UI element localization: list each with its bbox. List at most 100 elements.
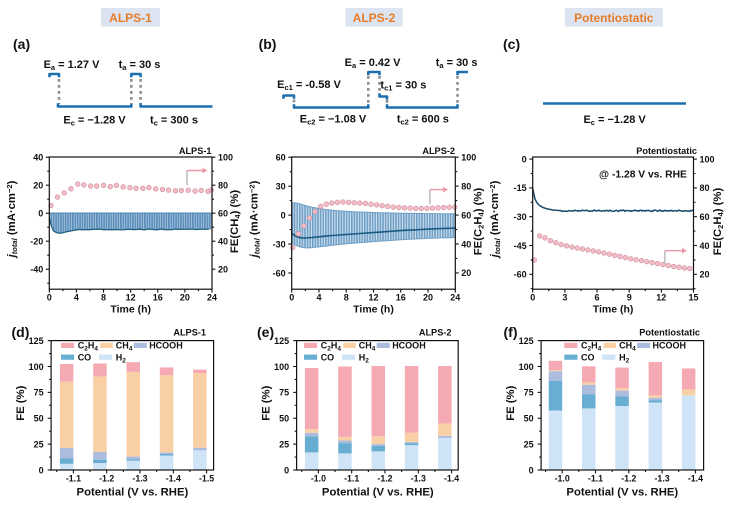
svg-text:8: 8 (344, 293, 349, 303)
svg-text:4: 4 (316, 293, 321, 303)
svg-text:20: 20 (423, 293, 433, 303)
svg-text:25: 25 (524, 439, 534, 449)
svg-text:(c): (c) (503, 36, 520, 52)
svg-text:-30: -30 (514, 212, 527, 222)
svg-text:Potential (V vs. RHE): Potential (V vs. RHE) (77, 487, 189, 499)
svg-text:Time (h): Time (h) (353, 303, 394, 315)
svg-text:100: 100 (274, 362, 289, 372)
svg-text:ALPS-2: ALPS-2 (353, 11, 396, 25)
svg-text:20: 20 (180, 293, 190, 303)
svg-text:80: 80 (461, 181, 471, 191)
svg-text:Time (h): Time (h) (110, 303, 151, 315)
svg-text:ALPS-1: ALPS-1 (179, 146, 212, 156)
svg-text:20: 20 (33, 181, 43, 191)
svg-text:(b): (b) (259, 36, 277, 52)
svg-text:Potentiostatic: Potentiostatic (574, 11, 654, 25)
svg-text:-60: -60 (514, 270, 527, 280)
svg-text:60: 60 (700, 212, 710, 222)
svg-text:ta = 30 s: ta = 30 s (119, 59, 161, 72)
svg-text:100: 100 (461, 153, 476, 163)
svg-text:75: 75 (34, 388, 44, 398)
svg-text:80: 80 (218, 181, 228, 191)
svg-text:CH4: CH4 (619, 341, 636, 353)
svg-text:C2H4: C2H4 (581, 341, 602, 353)
svg-text:HCOOH: HCOOH (653, 341, 687, 351)
svg-text:0: 0 (530, 293, 535, 303)
svg-text:0: 0 (529, 465, 534, 475)
svg-text:FE(C2H4) (%): FE(C2H4) (%) (712, 188, 725, 256)
svg-text:FE (%): FE (%) (261, 385, 273, 420)
svg-text:40: 40 (218, 237, 228, 247)
svg-text:Ec = −1.28 V: Ec = −1.28 V (583, 114, 646, 127)
svg-text:50: 50 (524, 414, 534, 424)
svg-text:-1.5: -1.5 (199, 474, 214, 484)
svg-text:CO: CO (321, 353, 335, 363)
svg-text:Ec = −1.28 V: Ec = −1.28 V (63, 115, 126, 128)
svg-text:Potential (V vs. RHE): Potential (V vs. RHE) (322, 487, 434, 499)
svg-text:60: 60 (461, 210, 471, 220)
svg-text:ALPS-2: ALPS-2 (419, 328, 452, 338)
svg-text:0: 0 (39, 465, 44, 475)
svg-text:C2H4: C2H4 (321, 341, 342, 353)
svg-text:40: 40 (461, 239, 471, 249)
svg-text:-1.2: -1.2 (99, 474, 114, 484)
svg-text:(e): (e) (257, 324, 274, 340)
svg-text:FE(C2H4) (%): FE(C2H4) (%) (473, 188, 486, 256)
svg-text:60: 60 (218, 209, 228, 219)
svg-text:Ec1 = -0.58 V: Ec1 = -0.58 V (277, 79, 341, 92)
svg-text:-1.3: -1.3 (655, 474, 670, 484)
svg-text:20: 20 (700, 270, 710, 280)
svg-text:0: 0 (522, 154, 527, 164)
svg-text:8: 8 (101, 293, 106, 303)
svg-text:HCOOH: HCOOH (392, 341, 426, 351)
svg-text:125: 125 (29, 336, 44, 346)
svg-text:-1.1: -1.1 (66, 474, 81, 484)
svg-text:-60: -60 (273, 268, 286, 278)
svg-text:125: 125 (274, 336, 289, 346)
svg-text:12: 12 (368, 293, 378, 303)
svg-text:125: 125 (519, 336, 534, 346)
svg-text:H2: H2 (359, 353, 370, 365)
svg-text:-1.4: -1.4 (688, 474, 703, 484)
svg-text:-1.3: -1.3 (411, 474, 426, 484)
svg-text:3: 3 (562, 293, 567, 303)
svg-text:25: 25 (279, 439, 289, 449)
svg-text:Ec2 = −1.08 V: Ec2 = −1.08 V (300, 114, 367, 127)
svg-text:25: 25 (34, 439, 44, 449)
svg-text:16: 16 (153, 293, 163, 303)
svg-text:(f): (f) (504, 324, 518, 340)
svg-text:-1.0: -1.0 (311, 474, 326, 484)
svg-text:-45: -45 (514, 241, 527, 251)
svg-text:-20: -20 (30, 237, 43, 247)
svg-text:-1.3: -1.3 (132, 474, 147, 484)
svg-text:Potentiostatic: Potentiostatic (636, 146, 697, 156)
svg-text:15: 15 (688, 293, 698, 303)
svg-text:CH4: CH4 (359, 341, 376, 353)
svg-text:tc = 300 s: tc = 300 s (150, 115, 198, 128)
svg-text:Ea = 0.42 V: Ea = 0.42 V (345, 57, 402, 70)
svg-text:Potentiostatic: Potentiostatic (639, 328, 700, 338)
svg-text:12: 12 (656, 293, 666, 303)
svg-text:-1.2: -1.2 (621, 474, 636, 484)
svg-text:FE(CH4) (%): FE(CH4) (%) (229, 190, 242, 253)
svg-text:Time (h): Time (h) (593, 303, 634, 315)
svg-text:0: 0 (47, 293, 52, 303)
svg-text:ta = 30 s: ta = 30 s (436, 57, 478, 70)
svg-text:40: 40 (33, 153, 43, 163)
svg-text:-1.2: -1.2 (377, 474, 392, 484)
svg-text:24: 24 (207, 293, 217, 303)
svg-text:C2H4: C2H4 (78, 341, 99, 353)
svg-text:(a): (a) (13, 36, 30, 52)
svg-text:-1.0: -1.0 (555, 474, 570, 484)
svg-text:24: 24 (450, 293, 460, 303)
svg-text:60: 60 (276, 153, 286, 163)
svg-text:(d): (d) (12, 324, 30, 340)
svg-text:0: 0 (281, 210, 286, 220)
svg-text:40: 40 (700, 241, 710, 251)
svg-text:20: 20 (218, 265, 228, 275)
svg-text:12: 12 (126, 293, 136, 303)
svg-text:CO: CO (581, 353, 595, 363)
svg-text:ALPS-2: ALPS-2 (422, 146, 455, 156)
svg-text:@ -1.28 V vs. RHE: @ -1.28 V vs. RHE (599, 170, 687, 181)
svg-text:-1.4: -1.4 (444, 474, 459, 484)
